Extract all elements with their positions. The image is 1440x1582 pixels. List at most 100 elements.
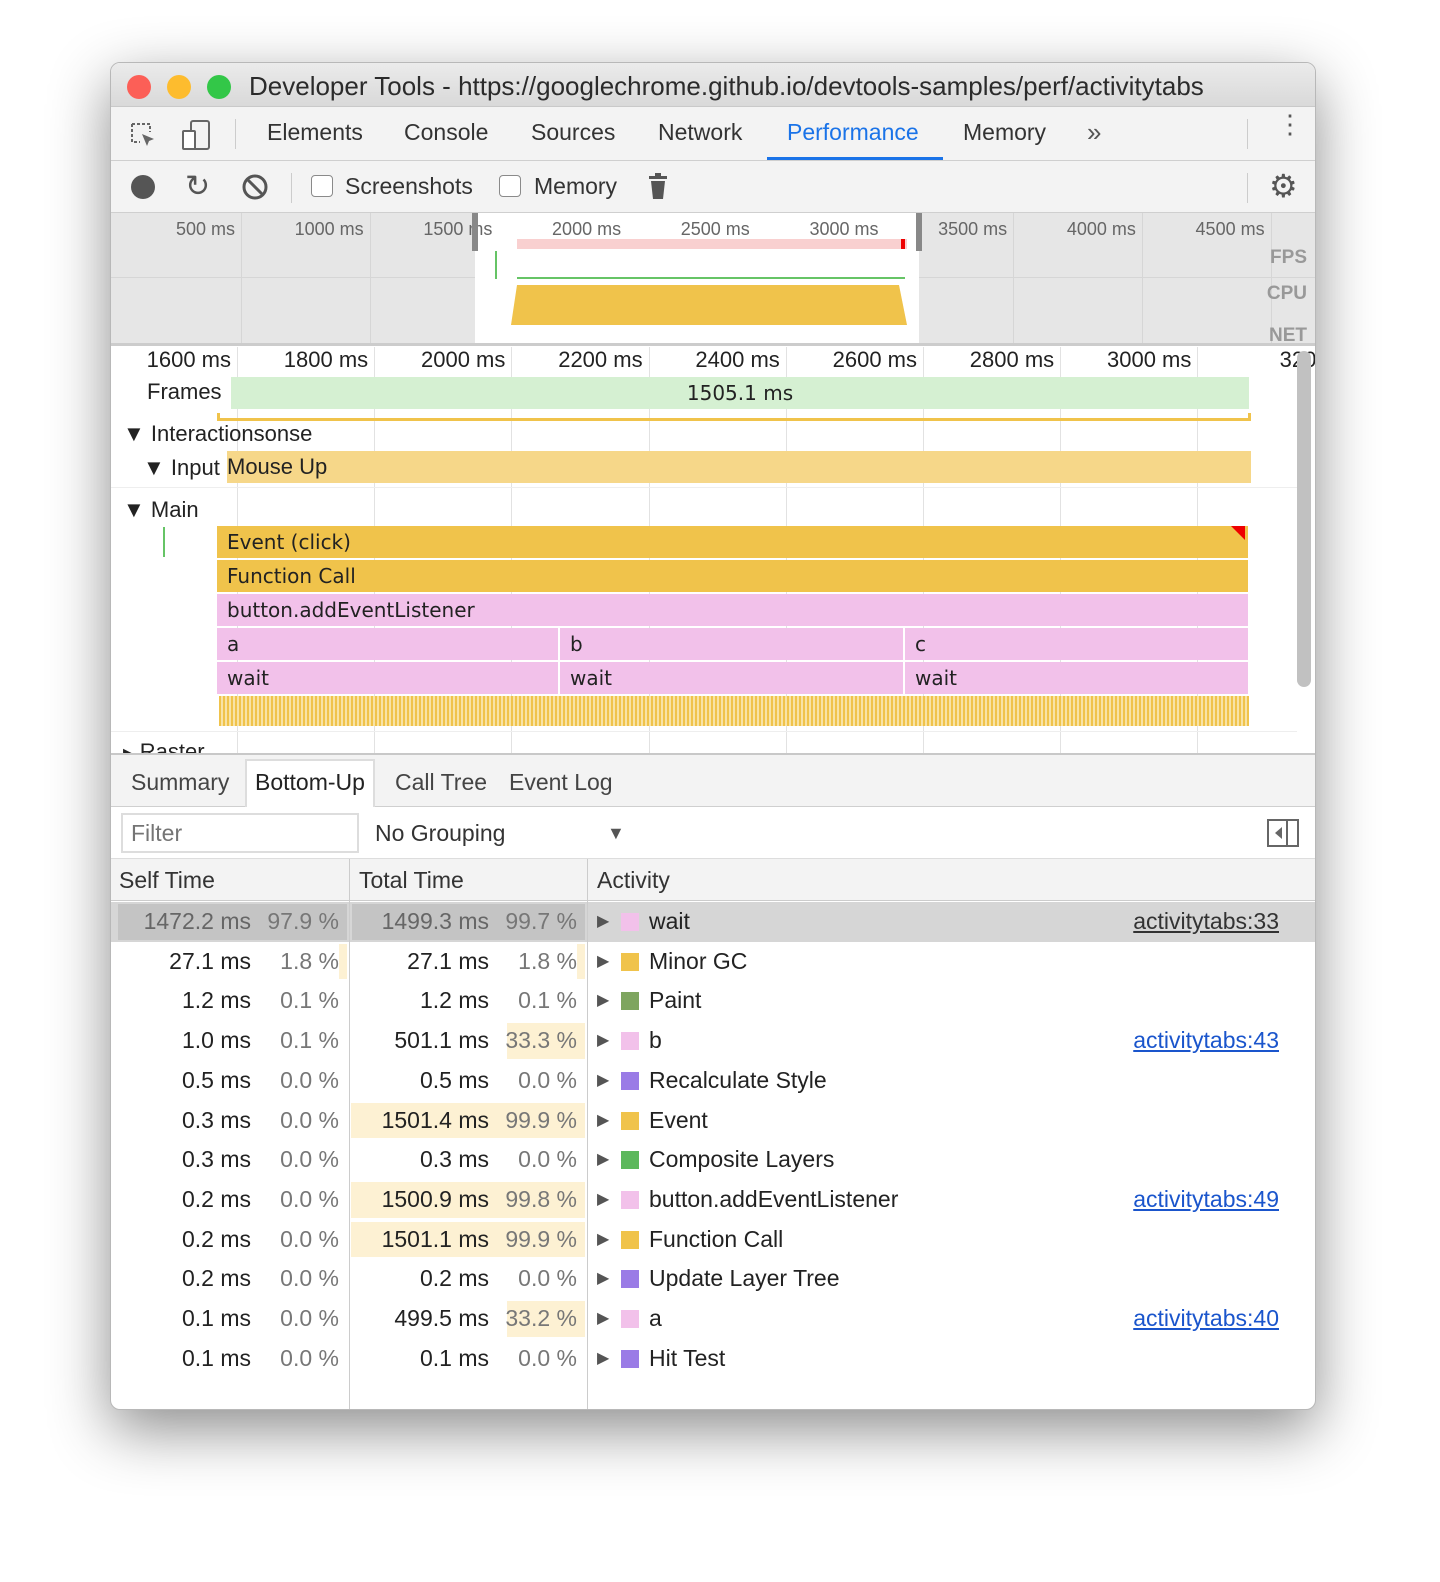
tab-memory[interactable]: Memory bbox=[963, 119, 1047, 145]
function-c-bar[interactable]: c bbox=[905, 628, 1248, 660]
tab-console[interactable]: Console bbox=[404, 119, 489, 145]
details-tab-bar: Summary Bottom-Up Call Tree Event Log bbox=[111, 753, 1315, 807]
tab-summary[interactable]: Summary bbox=[131, 769, 230, 795]
device-toolbar-icon[interactable] bbox=[181, 119, 213, 153]
memory-checkbox[interactable] bbox=[499, 175, 521, 197]
total-time-cell: 501.1 ms 33.3 % bbox=[349, 1021, 587, 1061]
frame-bar[interactable]: 1505.1 ms bbox=[231, 377, 1249, 409]
table-row[interactable]: 0.3 ms 0.0 % 0.3 ms 0.0 % ▶ Composite La… bbox=[111, 1140, 1315, 1180]
inspect-element-icon[interactable] bbox=[129, 121, 159, 151]
flame-chart-scrollbar[interactable] bbox=[1297, 351, 1311, 687]
selection-right-handle[interactable] bbox=[916, 213, 922, 251]
settings-gear-icon[interactable]: ⚙ bbox=[1269, 168, 1298, 204]
close-window-button[interactable] bbox=[127, 75, 151, 99]
total-time-value: 0.5 ms bbox=[419, 1066, 489, 1093]
table-row[interactable]: 0.1 ms 0.0 % 0.1 ms 0.0 % ▶ Hit Test bbox=[111, 1339, 1315, 1379]
fps-track-label: FPS bbox=[1270, 247, 1307, 268]
tab-network[interactable]: Network bbox=[658, 119, 743, 145]
toggle-sidebar-icon[interactable] bbox=[1267, 819, 1299, 847]
main-track-header[interactable]: ▼ Main bbox=[123, 497, 199, 522]
zoom-window-button[interactable] bbox=[207, 75, 231, 99]
self-time-percent: 0.1 % bbox=[280, 987, 339, 1014]
source-link[interactable]: activitytabs:40 bbox=[1133, 1305, 1279, 1331]
expand-row-triangle-icon[interactable]: ▶ bbox=[597, 952, 610, 970]
source-link[interactable]: activitytabs:49 bbox=[1133, 1185, 1279, 1212]
self-time-value: 0.2 ms bbox=[181, 1225, 251, 1252]
tab-event-log[interactable]: Event Log bbox=[509, 769, 613, 795]
expand-row-triangle-icon[interactable]: ▶ bbox=[597, 1310, 610, 1327]
self-time-cell: 27.1 ms 1.8 % bbox=[111, 942, 349, 982]
wait-bar-a[interactable]: wait bbox=[217, 662, 558, 694]
interactions-track-header[interactable]: ▼ Interactionsonse bbox=[123, 421, 313, 446]
more-options-icon[interactable]: ⋮ bbox=[1277, 109, 1303, 139]
table-row[interactable]: 0.3 ms 0.0 % 1501.4 ms 99.9 % ▶ Event bbox=[111, 1101, 1315, 1141]
divider bbox=[235, 119, 236, 149]
total-time-cell: 0.2 ms 0.0 % bbox=[349, 1259, 587, 1299]
self-time-cell: 0.3 ms 0.0 % bbox=[111, 1140, 349, 1180]
table-row[interactable]: 0.2 ms 0.0 % 0.2 ms 0.0 % ▶ Update Layer… bbox=[111, 1259, 1315, 1299]
table-row[interactable]: 1472.2 ms 97.9 % 1499.3 ms 99.7 % ▶ wait… bbox=[111, 902, 1315, 942]
function-call-bar[interactable]: Function Call bbox=[217, 560, 1248, 592]
expand-triangle-icon: ▼ bbox=[143, 455, 171, 480]
expand-row-triangle-icon[interactable]: ▶ bbox=[597, 1032, 610, 1050]
expand-row-triangle-icon[interactable]: ▶ bbox=[597, 1270, 610, 1288]
wait-bar-c[interactable]: wait bbox=[905, 662, 1248, 694]
overview-tick-label: 4000 ms bbox=[1066, 219, 1136, 239]
table-row[interactable]: 0.5 ms 0.0 % 0.5 ms 0.0 % ▶ Recalculate … bbox=[111, 1061, 1315, 1101]
screenshots-checkbox[interactable] bbox=[311, 175, 333, 197]
time-ruler-label: 3000 ms bbox=[1107, 347, 1192, 372]
input-track-header[interactable]: ▼ Input bbox=[143, 455, 224, 481]
source-link[interactable]: activitytabs:43 bbox=[1133, 1027, 1279, 1054]
tab-elements[interactable]: Elements bbox=[267, 119, 363, 145]
table-row[interactable]: 0.2 ms 0.0 % 1500.9 ms 99.8 % ▶ button.a… bbox=[111, 1180, 1315, 1220]
activity-name: button.addEventListener bbox=[649, 1185, 899, 1212]
self-time-column-header[interactable]: Self Time bbox=[119, 867, 215, 893]
wait-bar-b[interactable]: wait bbox=[560, 662, 903, 694]
overview-gridline bbox=[1270, 213, 1272, 343]
gc-activity-stripes[interactable] bbox=[219, 696, 1249, 726]
expand-row-triangle-icon[interactable]: ▶ bbox=[597, 1111, 610, 1129]
tab-call-tree[interactable]: Call Tree bbox=[395, 769, 488, 795]
filter-input[interactable] bbox=[121, 813, 359, 853]
function-b-bar[interactable]: b bbox=[560, 628, 903, 660]
table-row[interactable]: 27.1 ms 1.8 % 27.1 ms 1.8 % ▶ Minor GC bbox=[111, 942, 1315, 982]
function-a-bar[interactable]: a bbox=[217, 628, 558, 660]
record-button[interactable] bbox=[131, 175, 155, 199]
expand-row-triangle-icon[interactable]: ▶ bbox=[597, 1349, 610, 1367]
table-row[interactable]: 0.1 ms 0.0 % 499.5 ms 33.2 % ▶ a activit… bbox=[111, 1299, 1315, 1339]
column-divider bbox=[349, 859, 350, 1409]
self-time-value: 0.2 ms bbox=[181, 1185, 251, 1212]
add-event-listener-bar[interactable]: button.addEventListener bbox=[217, 594, 1248, 626]
expand-row-triangle-icon[interactable]: ▶ bbox=[597, 1151, 610, 1169]
total-time-column-header[interactable]: Total Time bbox=[359, 867, 464, 893]
table-header: Self Time Total Time Activity bbox=[111, 859, 1315, 901]
tab-bottom-up[interactable]: Bottom-Up bbox=[245, 759, 375, 807]
overview-tick-label: 3500 ms bbox=[938, 219, 1008, 239]
expand-row-triangle-icon[interactable]: ▶ bbox=[597, 1230, 610, 1248]
table-row[interactable]: 0.2 ms 0.0 % 1501.1 ms 99.9 % ▶ Function… bbox=[111, 1220, 1315, 1260]
more-tabs-chevron-icon[interactable]: » bbox=[1087, 117, 1102, 147]
self-time-value: 1472.2 ms bbox=[143, 908, 251, 934]
activity-column-header[interactable]: Activity bbox=[597, 867, 670, 893]
table-row[interactable]: 1.0 ms 0.1 % 501.1 ms 33.3 % ▶ b activit… bbox=[111, 1021, 1315, 1061]
selection-left-handle[interactable] bbox=[472, 213, 478, 251]
active-tab-indicator bbox=[767, 157, 943, 160]
tab-performance[interactable]: Performance bbox=[787, 119, 919, 145]
timeline-overview[interactable]: 500 ms 1000 ms 1500 ms 2000 ms 2500 ms 3000 m… bbox=[111, 213, 1315, 346]
reload-record-icon[interactable]: ↻ bbox=[185, 170, 211, 203]
expand-row-triangle-icon[interactable]: ▶ bbox=[597, 1071, 610, 1089]
source-link[interactable]: activitytabs:33 bbox=[1133, 908, 1279, 934]
mouse-up-interaction[interactable]: Mouse Up bbox=[227, 451, 1251, 483]
grouping-select[interactable]: No Grouping ▼ bbox=[375, 813, 635, 853]
expand-row-triangle-icon[interactable]: ▶ bbox=[597, 1190, 610, 1208]
table-row[interactable]: 1.2 ms 0.1 % 1.2 ms 0.1 % ▶ Paint bbox=[111, 981, 1315, 1021]
tab-sources[interactable]: Sources bbox=[531, 119, 616, 145]
clear-icon[interactable] bbox=[241, 173, 269, 201]
raster-track-header[interactable]: ▶ Raster bbox=[111, 735, 1297, 753]
expand-row-triangle-icon[interactable]: ▶ bbox=[597, 992, 610, 1010]
expand-row-triangle-icon[interactable]: ▶ bbox=[597, 913, 610, 930]
minimize-window-button[interactable] bbox=[167, 75, 191, 99]
trash-icon[interactable] bbox=[647, 173, 669, 201]
category-color-swatch bbox=[621, 1310, 639, 1328]
event-click-bar[interactable]: Event (click) bbox=[217, 526, 1248, 558]
